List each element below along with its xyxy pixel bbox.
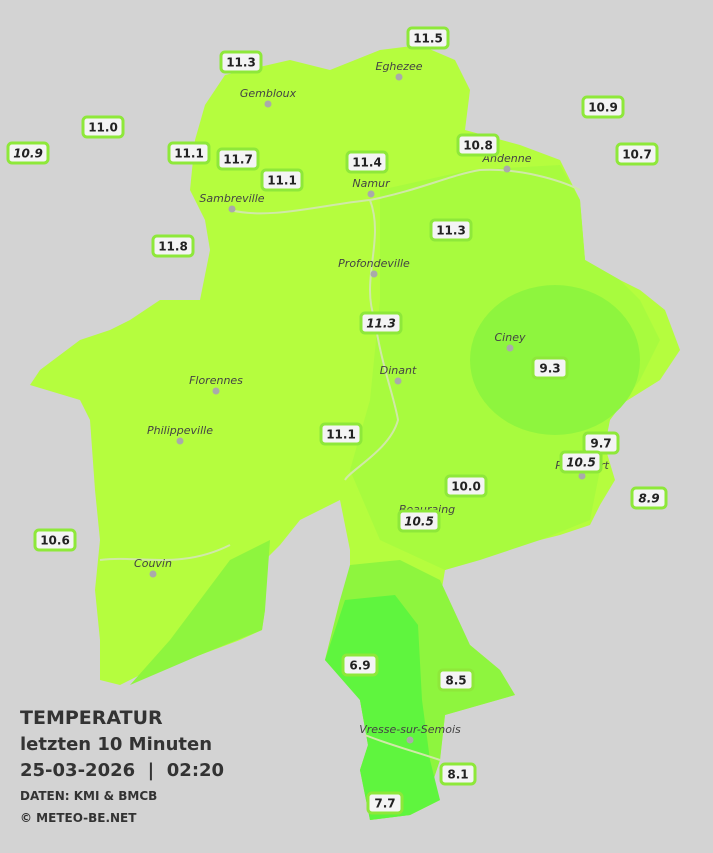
station-box [319, 422, 363, 446]
station-box [216, 147, 260, 171]
station-value: 10.6 [40, 534, 70, 548]
town-dot [503, 165, 511, 173]
station-box [260, 168, 304, 192]
town-dot [578, 472, 586, 480]
copyright: © METEO-BE.NET [20, 811, 137, 825]
station-box [345, 150, 389, 174]
station-box [6, 141, 50, 165]
station-value: 11.7 [223, 153, 253, 167]
station-value: 11.3 [436, 224, 466, 238]
station-box [151, 234, 195, 258]
station-value: 7.7 [374, 797, 395, 811]
station-box [581, 95, 625, 119]
station-box [429, 218, 473, 242]
station-value: 10.5 [566, 456, 596, 470]
station-box [437, 668, 475, 692]
town-dot [395, 73, 403, 81]
station-box [366, 791, 404, 815]
town-dot [406, 736, 414, 744]
town-label: Eghezee [376, 60, 423, 73]
station-value: 10.8 [463, 139, 493, 153]
station-box [219, 50, 263, 74]
town-dot [506, 344, 514, 352]
station-box [444, 474, 488, 498]
station-value: 8.1 [447, 768, 468, 782]
station-value: 10.9 [588, 101, 618, 115]
town-dot [370, 270, 378, 278]
station-box [456, 133, 500, 157]
station-value: 8.9 [638, 492, 659, 506]
station-box [615, 142, 659, 166]
station-value: 11.1 [267, 174, 297, 188]
town-dot [394, 377, 402, 385]
station-box [341, 653, 379, 677]
station-value: 10.7 [622, 148, 652, 162]
source: DATEN: KMI & BMCB [20, 789, 157, 803]
station-value: 11.0 [88, 121, 118, 135]
station-value: 11.4 [352, 156, 382, 170]
station-value: 8.5 [445, 674, 466, 688]
cool-zone-couvin [130, 540, 270, 685]
station-value: 6.9 [349, 659, 370, 673]
town-label: Florennes [189, 374, 243, 387]
station-box [359, 311, 403, 335]
station-value: 10.9 [13, 147, 43, 161]
station-box [406, 26, 450, 50]
station-box [439, 762, 477, 786]
station-value: 11.3 [226, 56, 256, 70]
town-label: Dinant [380, 364, 417, 377]
station-box [397, 509, 441, 533]
town-label: Sambreville [199, 192, 264, 205]
station-value: 9.7 [590, 437, 611, 451]
station-box [531, 356, 569, 380]
station-value: 10.5 [404, 515, 434, 529]
cold-zone [325, 595, 440, 820]
station-value: 11.3 [366, 317, 396, 331]
town-label: Ciney [495, 331, 526, 344]
datetime: 25-03-2026 | 02:20 [20, 760, 224, 781]
town-dot [176, 437, 184, 445]
station-value: 9.3 [539, 362, 560, 376]
station-box [630, 486, 668, 510]
station-box [81, 115, 125, 139]
town-label: Philippeville [147, 424, 213, 437]
station-box [559, 450, 603, 474]
station-box [167, 141, 211, 165]
town-dot [264, 100, 272, 108]
town-label: Namur [352, 177, 391, 190]
station-value: 11.1 [174, 147, 204, 161]
town-dot [149, 570, 157, 578]
town-dot [212, 387, 220, 395]
town-label: Profondeville [338, 257, 410, 270]
town-dot [367, 190, 375, 198]
town-dot [228, 205, 236, 213]
title: TEMPERATUR [20, 707, 163, 729]
station-value: 11.8 [158, 240, 188, 254]
station-value: 11.5 [413, 32, 443, 46]
station-value: 11.1 [326, 428, 356, 442]
town-label: Couvin [134, 557, 172, 570]
river [99, 168, 581, 761]
station-value: 10.0 [451, 480, 481, 494]
town-label: Gembloux [240, 87, 297, 100]
town-label: Vresse-sur-Semois [359, 723, 461, 736]
subtitle: letzten 10 Minuten [20, 734, 212, 755]
station-box [33, 528, 77, 552]
